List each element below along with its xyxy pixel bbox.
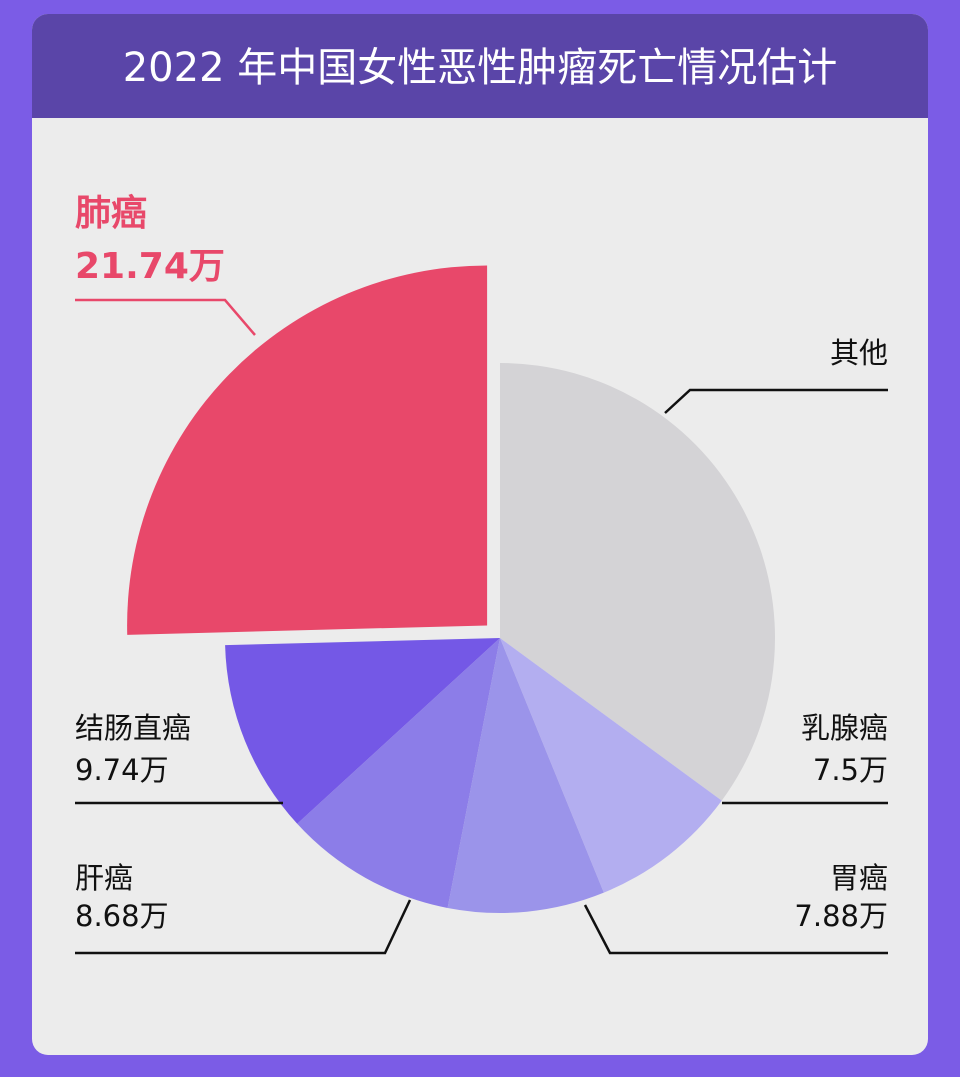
value-label: 7.5万 <box>813 753 888 787</box>
pie-slice <box>447 638 604 913</box>
pie-slice <box>297 638 500 908</box>
value-label: 8.68万 <box>75 899 169 933</box>
pie-slice <box>127 265 488 635</box>
category-label: 胃癌 <box>830 861 888 895</box>
pie-slice <box>500 363 776 801</box>
category-label: 结肠直癌 <box>75 711 191 745</box>
value-label: 7.88万 <box>794 899 888 933</box>
category-label: 乳腺癌 <box>801 711 888 745</box>
pie <box>127 265 776 913</box>
pie-slice <box>500 638 722 893</box>
leader-line <box>75 899 412 955</box>
leader-line <box>583 904 888 955</box>
category-label: 肺癌 <box>75 193 147 234</box>
value-label: 21.74万 <box>75 246 225 287</box>
category-label: 其他 <box>830 336 888 370</box>
leader-line <box>664 388 888 414</box>
value-label: 9.74万 <box>75 753 169 787</box>
pie-slice <box>225 638 500 824</box>
header <box>32 14 928 118</box>
category-label: 肝癌 <box>75 861 133 895</box>
chart-title: 2022 年中国女性恶性肿瘤死亡情况估计 <box>123 45 838 91</box>
leader-line <box>75 298 256 336</box>
